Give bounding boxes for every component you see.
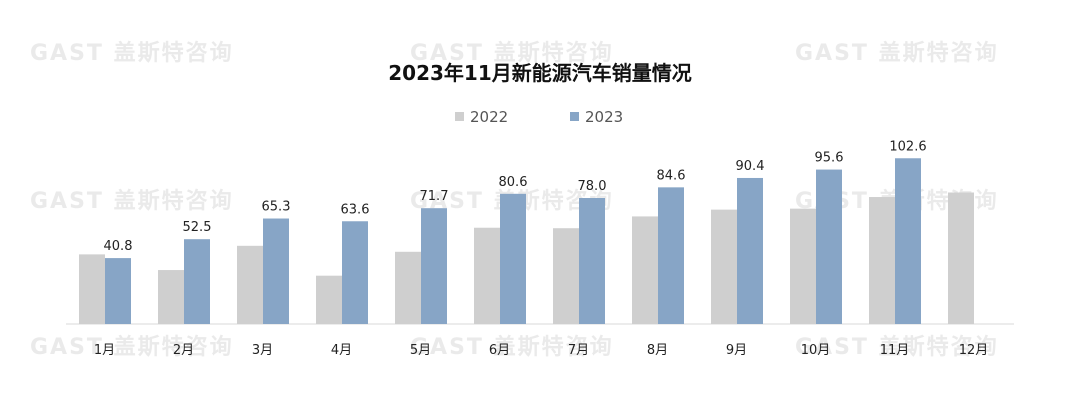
- x-tick-label: 3月: [252, 343, 273, 358]
- x-tick-label: 4月: [331, 343, 352, 358]
- bar-2023-4月: [342, 221, 368, 324]
- bar-2022-2月: [158, 270, 184, 324]
- x-tick-label: 12月: [959, 343, 989, 358]
- bar-2023-2月: [184, 239, 210, 324]
- x-tick-label: 5月: [410, 343, 431, 358]
- bar-2022-8月: [632, 216, 658, 324]
- bar-group: [79, 158, 974, 324]
- watermark-text: GAST 盖斯特咨询: [30, 40, 234, 66]
- bar-2022-4月: [316, 275, 342, 324]
- x-tick-label: 9月: [726, 343, 747, 358]
- x-tick-label: 6月: [489, 343, 510, 358]
- chart-title: 2023年11月新能源汽车销量情况: [388, 61, 692, 85]
- watermark-text: GAST 盖斯特咨询: [30, 334, 234, 360]
- watermark-text: GAST 盖斯特咨询: [30, 188, 234, 214]
- legend-swatch-2023: [570, 112, 579, 121]
- bar-2022-7月: [553, 228, 579, 324]
- bar-2022-11月: [869, 197, 895, 324]
- x-tick-group: 1月 2月 3月 4月 5月 6月 7月 8月 9月 10月 11月 12月: [94, 343, 988, 358]
- data-label-group: 40.8 52.5 65.3 63.6 71.7 80.6 78.0 84.6 90.4 95.6…: [104, 139, 927, 254]
- bar-2023-11月: [895, 158, 921, 324]
- data-label-2023-6月: 80.6: [499, 175, 528, 190]
- data-label-2023-10月: 95.6: [815, 151, 844, 166]
- data-label-2023-7月: 78.0: [578, 179, 607, 194]
- watermark-text: GAST 盖斯特咨询: [410, 334, 614, 360]
- data-label-2023-1月: 40.8: [104, 239, 133, 254]
- watermark-text: GAST 盖斯特咨询: [410, 40, 614, 66]
- bar-2022-10月: [790, 208, 816, 324]
- bar-2023-9月: [737, 177, 763, 324]
- legend-label-2023: 2023: [585, 108, 623, 126]
- watermark-text: GAST 盖斯特咨询: [795, 40, 999, 66]
- x-tick-label: 2月: [173, 343, 194, 358]
- bar-2023-3月: [263, 218, 289, 324]
- data-label-2023-5月: 71.7: [420, 189, 449, 204]
- bar-2023-10月: [816, 169, 842, 324]
- x-tick-label: 8月: [647, 343, 668, 358]
- data-label-2023-11月: 102.6: [889, 139, 926, 154]
- data-label-2023-3月: 65.3: [262, 200, 291, 215]
- data-label-2023-8月: 84.6: [657, 168, 686, 183]
- bar-2023-6月: [500, 193, 526, 324]
- bar-2022-6月: [474, 227, 500, 324]
- bar-2023-1月: [105, 258, 131, 324]
- data-label-2023-2月: 52.5: [183, 220, 212, 235]
- x-tick-label: 11月: [880, 343, 910, 358]
- bar-2022-5月: [395, 251, 421, 324]
- x-tick-label: 1月: [94, 343, 115, 358]
- bar-2022-1月: [79, 254, 105, 324]
- x-tick-label: 7月: [568, 343, 589, 358]
- data-label-2023-9月: 90.4: [736, 159, 765, 174]
- chart-legend: 2022 2023: [455, 108, 623, 126]
- bar-2022-9月: [711, 209, 737, 324]
- legend-swatch-2022: [455, 112, 464, 121]
- watermark-text: GAST 盖斯特咨询: [795, 334, 999, 360]
- bar-2023-8月: [658, 187, 684, 324]
- bar-2023-5月: [421, 208, 447, 324]
- bar-2023-7月: [579, 198, 605, 324]
- legend-label-2022: 2022: [470, 108, 508, 126]
- data-label-2023-4月: 63.6: [341, 202, 370, 217]
- x-tick-label: 10月: [801, 343, 831, 358]
- bar-2022-12月: [948, 192, 974, 324]
- bar-2022-3月: [237, 245, 263, 324]
